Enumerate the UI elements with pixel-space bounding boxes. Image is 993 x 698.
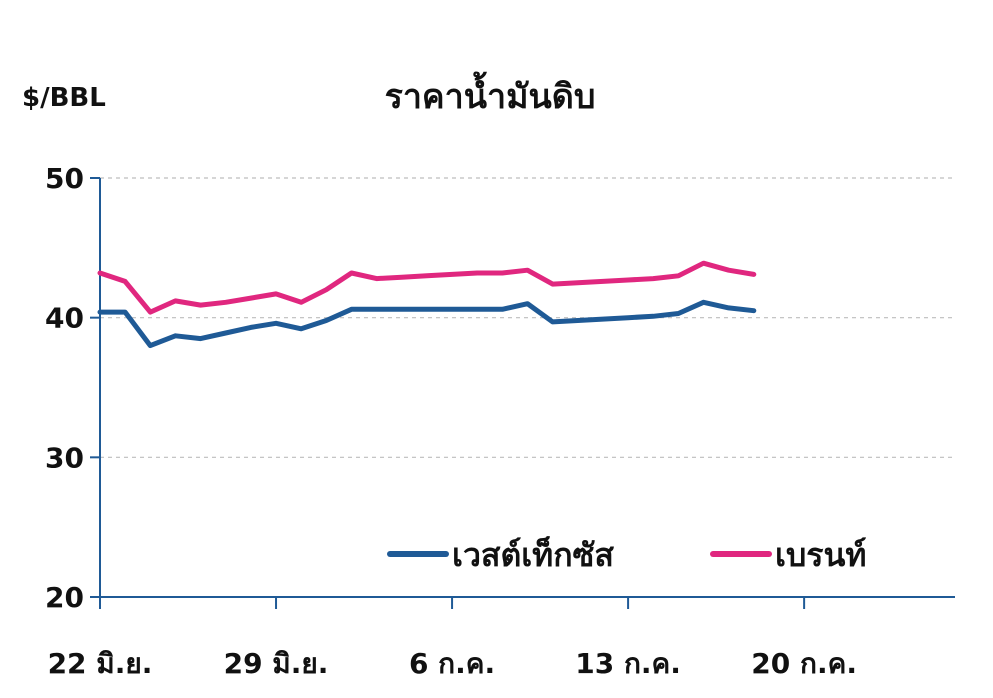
axes: 20 30 40 50 22 มิ.ย. 29 มิ.ย. 6 ก.ค. 13 ก.ค. 20 …: [45, 162, 955, 680]
y-axis-unit-label: $/BBL: [22, 83, 106, 113]
x-tick-label: 13 ก.ค.: [575, 647, 681, 680]
y-tick-label: 30: [45, 441, 84, 474]
series-line-2: [97, 260, 757, 315]
legend: เวสต์เท็กซัส เบรนท์: [387, 535, 866, 574]
y-tick-label: 50: [45, 162, 84, 195]
legend-label-2: เบรนท์: [775, 536, 866, 574]
x-tick-label: 20 ก.ค.: [751, 647, 857, 680]
series-line-1: [97, 299, 757, 349]
y-tick-label: 20: [45, 581, 84, 614]
y-tick-label: 40: [45, 302, 84, 335]
x-tick-label: 22 มิ.ย.: [48, 647, 153, 680]
x-tick-label: 29 มิ.ย.: [224, 647, 329, 680]
series-lines: [97, 260, 757, 349]
legend-label-1: เวสต์เท็กซัส: [452, 535, 614, 574]
gridlines: [100, 177, 955, 458]
chart-title: ราคาน้ำมันดิบ: [385, 71, 596, 117]
x-tick-label: 6 ก.ค.: [409, 647, 495, 680]
